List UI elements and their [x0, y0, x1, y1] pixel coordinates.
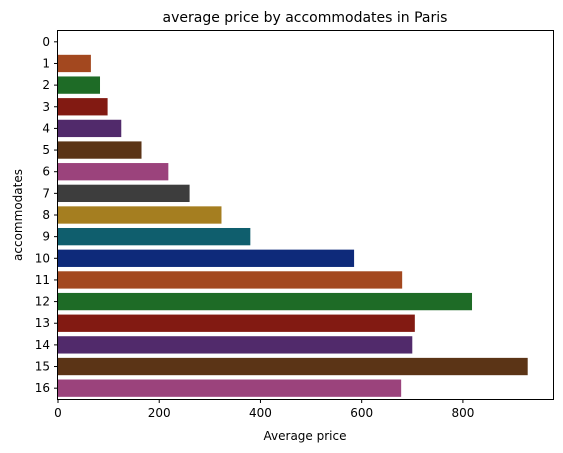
y-tick-label: 6	[42, 165, 50, 179]
bar-15	[58, 357, 528, 376]
x-tick-label: 200	[148, 406, 171, 420]
y-tick-label: 4	[42, 121, 50, 135]
bar-2	[58, 76, 101, 94]
y-tick-label: 12	[35, 295, 50, 309]
y-tick-label: 8	[42, 208, 50, 222]
y-tick-label: 1	[42, 56, 50, 70]
bar-4	[58, 119, 122, 138]
bar-8	[58, 206, 222, 224]
plot-frame	[57, 30, 554, 400]
bar-10	[58, 249, 355, 267]
y-tick-label: 5	[42, 143, 50, 157]
bar-9	[58, 227, 251, 246]
y-tick-label: 13	[35, 316, 50, 330]
y-tick-label: 16	[35, 381, 50, 395]
bar-11	[58, 271, 403, 289]
chart-title: average price by accommodates in Paris	[163, 10, 448, 26]
y-tick-label: 11	[35, 273, 50, 287]
bar-1	[58, 54, 91, 73]
y-axis-label: accommodates	[11, 169, 25, 261]
x-tick-label: 0	[54, 406, 62, 420]
y-tick-label: 15	[35, 360, 50, 374]
bar-13	[58, 314, 415, 332]
x-tick-label: 800	[451, 406, 474, 420]
x-tick-label: 600	[350, 406, 373, 420]
y-tick-label: 9	[42, 230, 50, 244]
y-tick-label: 10	[35, 251, 50, 265]
y-tick-label: 3	[42, 100, 50, 114]
bar-6	[58, 163, 169, 181]
y-tick-label: 0	[42, 35, 50, 49]
bar-3	[58, 98, 108, 116]
bars-group	[58, 54, 528, 397]
bar-14	[58, 336, 413, 354]
y-tick-label: 14	[35, 338, 50, 352]
x-axis-label: Average price	[264, 429, 347, 443]
y-tick-label: 7	[42, 186, 50, 200]
x-ticks-group: 0 200 400 600 800	[54, 399, 474, 420]
bar-5	[58, 141, 142, 159]
bar-7	[58, 184, 190, 203]
y-tick-label: 2	[42, 78, 50, 92]
x-tick-label: 400	[249, 406, 272, 420]
bar-16	[58, 379, 402, 397]
bar-12	[58, 292, 473, 311]
